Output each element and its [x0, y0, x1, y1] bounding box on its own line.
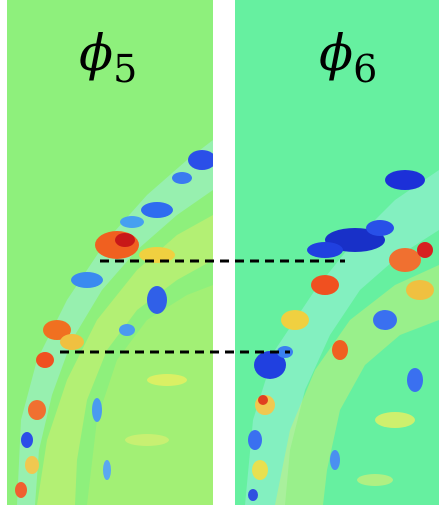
- mode-field-phi-5: [7, 0, 213, 505]
- blue-blob: [373, 310, 397, 330]
- blue-blob: [248, 430, 262, 450]
- blue-blob: [254, 351, 286, 379]
- phi-subscript: 6: [353, 47, 378, 91]
- blue-blob: [385, 170, 425, 190]
- yellow-blob: [125, 434, 169, 446]
- red-blob: [311, 275, 339, 295]
- phi-subscript: 5: [113, 47, 138, 91]
- red-blob: [258, 395, 268, 405]
- yellow-blob: [252, 460, 268, 480]
- yellow-blob: [406, 280, 434, 300]
- yellow-blob: [60, 334, 84, 350]
- panel-label-phi-6: ϕ6: [319, 28, 377, 88]
- panel-label-phi-5: ϕ5: [79, 28, 137, 88]
- red-blob: [332, 340, 348, 360]
- jet-band-yellow: [275, 265, 439, 505]
- blue-blob: [330, 450, 340, 470]
- red-blob: [389, 248, 421, 272]
- blue-blob: [119, 324, 135, 336]
- blue-blob: [188, 150, 213, 170]
- red-blob: [95, 231, 139, 259]
- yellow-blob: [281, 310, 309, 330]
- red-blob: [36, 352, 54, 368]
- yellow-blob: [139, 247, 175, 263]
- red-blob: [28, 400, 46, 420]
- blue-blob: [141, 202, 173, 218]
- red-blob: [115, 233, 135, 247]
- jet-band-yellow: [37, 215, 213, 505]
- jet-band-cyan: [245, 170, 439, 505]
- blue-blob: [407, 368, 423, 392]
- red-blob: [417, 242, 433, 258]
- mode-field-phi-6: [235, 0, 439, 505]
- yellow-blob: [357, 474, 393, 486]
- blue-blob: [71, 272, 103, 288]
- phi-symbol: ϕ: [79, 24, 114, 82]
- inner-plume: [87, 285, 213, 505]
- red-blob: [15, 482, 27, 498]
- blue-blob: [248, 489, 258, 501]
- panel-phi-5: ϕ5: [7, 0, 213, 505]
- blue-blob: [307, 242, 343, 258]
- blue-blob: [21, 432, 33, 448]
- yellow-blob: [147, 374, 187, 386]
- blue-blob: [120, 216, 144, 228]
- blue-blob: [277, 346, 293, 358]
- blue-blob: [366, 220, 394, 236]
- phi-symbol: ϕ: [319, 24, 354, 82]
- blue-blob: [92, 398, 102, 422]
- yellow-blob: [25, 456, 39, 474]
- panel-phi-6: ϕ6: [235, 0, 439, 505]
- red-blob: [43, 320, 71, 340]
- blue-blob: [147, 286, 167, 314]
- blue-blob: [172, 172, 192, 184]
- blue-blob: [103, 460, 111, 480]
- yellow-blob: [375, 412, 415, 428]
